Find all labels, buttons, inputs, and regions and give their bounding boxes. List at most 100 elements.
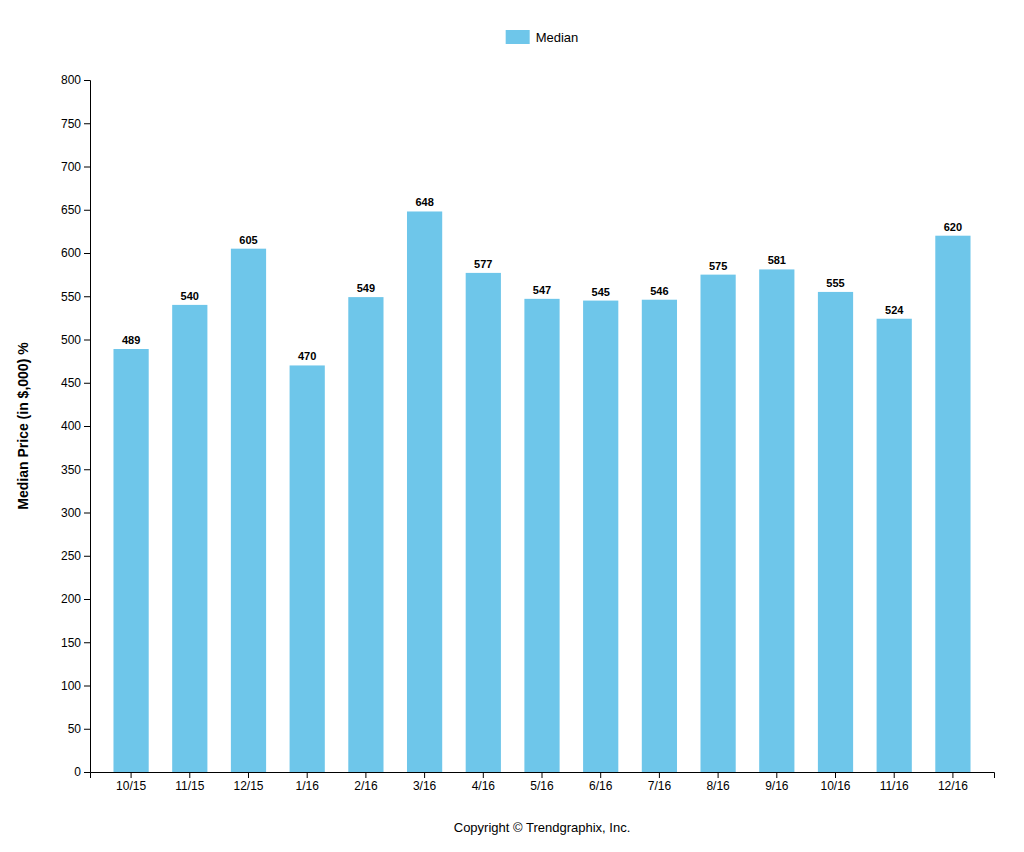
- x-tick-mark: [307, 772, 308, 778]
- y-tick-label: 800: [61, 73, 81, 87]
- y-axis-line: [84, 81, 91, 773]
- y-tick-mark: [84, 556, 90, 557]
- legend-item: Median: [506, 30, 579, 45]
- x-tick-label: 8/16: [706, 779, 730, 793]
- x-tick: 4/16: [472, 772, 496, 793]
- x-tick: 12/15: [233, 772, 263, 793]
- x-tick-label: 5/16: [530, 779, 554, 793]
- data-label: 575: [709, 260, 727, 272]
- x-tick: 6/16: [589, 772, 613, 793]
- y-tick: 750: [61, 117, 90, 131]
- data-label: 620: [944, 221, 962, 233]
- y-tick-label: 550: [61, 290, 81, 304]
- data-label: 648: [415, 196, 433, 208]
- data-label: 547: [533, 284, 551, 296]
- y-tick-label: 750: [61, 117, 81, 131]
- x-tick-label: 6/16: [589, 779, 613, 793]
- bar: [231, 249, 266, 772]
- bar: [700, 275, 735, 772]
- x-tick: 1/16: [296, 772, 320, 793]
- x-tick-label: 2/16: [354, 779, 378, 793]
- data-label: 524: [885, 304, 904, 316]
- y-tick: 250: [61, 549, 90, 563]
- y-tick-mark: [84, 469, 90, 470]
- y-tick-mark: [84, 296, 90, 297]
- y-tick-label: 450: [61, 376, 81, 390]
- y-axis: 0501001502002503003504004505005506006507…: [61, 73, 91, 779]
- x-tick-mark: [952, 772, 953, 778]
- x-tick-label: 11/15: [175, 779, 204, 793]
- y-tick: 200: [61, 592, 90, 606]
- x-tick-label: 7/16: [648, 779, 672, 793]
- y-tick-mark: [84, 123, 90, 124]
- x-tick: 11/16: [880, 772, 909, 793]
- y-tick-mark: [84, 426, 90, 427]
- y-tick-mark: [84, 253, 90, 254]
- y-tick-mark: [84, 383, 90, 384]
- y-tick-label: 650: [61, 203, 81, 217]
- bar: [877, 319, 912, 772]
- x-tick-mark: [131, 772, 132, 778]
- bar: [113, 349, 148, 772]
- y-tick: 150: [61, 636, 90, 650]
- y-tick-mark: [84, 729, 90, 730]
- y-tick-label: 700: [61, 160, 81, 174]
- y-tick-label: 350: [61, 463, 81, 477]
- x-tick: 10/16: [820, 772, 850, 793]
- bar: [759, 269, 794, 772]
- x-tick-mark: [542, 772, 543, 778]
- y-tick-label: 50: [68, 722, 82, 736]
- x-tick-mark: [424, 772, 425, 778]
- x-tick-label: 12/16: [938, 779, 968, 793]
- y-tick-mark: [84, 772, 90, 773]
- x-tick-label: 4/16: [472, 779, 496, 793]
- y-tick-mark: [84, 599, 90, 600]
- y-tick-label: 200: [61, 592, 81, 606]
- x-tick-mark: [835, 772, 836, 778]
- y-tick: 550: [61, 290, 90, 304]
- bar: [935, 236, 970, 772]
- y-tick: 0: [74, 765, 90, 779]
- bar: [524, 299, 559, 772]
- x-tick: 9/16: [765, 772, 789, 793]
- x-tick-mark: [365, 772, 366, 778]
- data-label: 555: [826, 277, 844, 289]
- bar: [466, 273, 501, 772]
- y-tick-mark: [84, 210, 90, 211]
- x-tick-mark: [776, 772, 777, 778]
- x-tick-mark: [659, 772, 660, 778]
- y-tick-label: 0: [74, 765, 81, 779]
- x-tick-label: 10/16: [820, 779, 850, 793]
- x-tick: 2/16: [354, 772, 378, 793]
- y-tick-mark: [84, 513, 90, 514]
- bar: [642, 300, 677, 772]
- bar: [818, 292, 853, 772]
- bar: [172, 305, 207, 772]
- y-axis-title: Median Price (in $,000) %: [15, 342, 31, 510]
- y-tick: 700: [61, 160, 90, 174]
- data-label: 489: [122, 334, 140, 346]
- x-tick-label: 9/16: [765, 779, 789, 793]
- y-tick-label: 600: [61, 246, 81, 260]
- x-tick-mark: [189, 772, 190, 778]
- x-tick: 8/16: [706, 772, 730, 793]
- x-tick-mark: [894, 772, 895, 778]
- y-tick-mark: [84, 80, 90, 81]
- y-tick: 50: [68, 722, 90, 736]
- y-tick-label: 250: [61, 549, 81, 563]
- x-axis-line: [91, 773, 995, 779]
- bar: [407, 211, 442, 772]
- data-label: 545: [592, 286, 610, 298]
- y-tick: 100: [61, 679, 90, 693]
- y-tick: 600: [61, 246, 90, 260]
- y-tick-label: 400: [61, 419, 81, 433]
- x-tick-label: 1/16: [296, 779, 320, 793]
- data-label: 546: [650, 285, 668, 297]
- x-tick: 10/15: [116, 772, 146, 793]
- x-tick: 12/16: [938, 772, 968, 793]
- x-tick-mark: [600, 772, 601, 778]
- data-label: 581: [768, 254, 786, 266]
- y-tick: 500: [61, 333, 90, 347]
- x-axis: 10/1511/1512/151/162/163/164/165/166/167…: [91, 772, 995, 793]
- x-tick: 11/15: [175, 772, 204, 793]
